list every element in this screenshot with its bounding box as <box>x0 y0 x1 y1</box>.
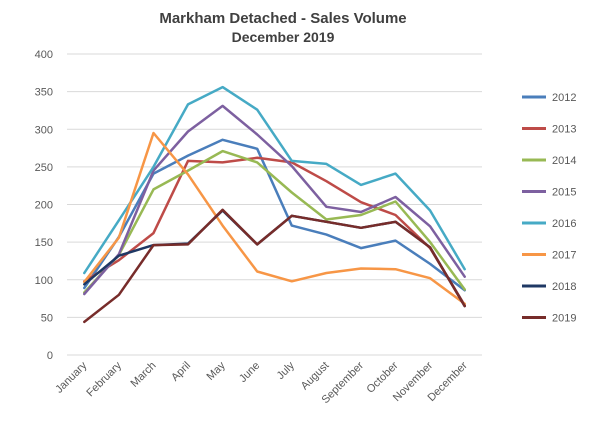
x-tick-label: March <box>128 360 158 390</box>
x-tick-label: February <box>84 359 124 399</box>
y-tick-label: 100 <box>35 275 53 287</box>
series-line-2015 <box>83 104 466 296</box>
legend-label-2018: 2018 <box>552 281 576 293</box>
y-tick-label: 200 <box>35 200 53 212</box>
y-tick-label: 400 <box>35 49 53 61</box>
y-tick-label: 150 <box>35 237 53 249</box>
series-line-2013 <box>83 156 466 307</box>
legend-label-2013: 2013 <box>552 124 576 136</box>
series-lines <box>83 85 466 324</box>
y-tick-label: 0 <box>47 350 53 362</box>
legend-label-2014: 2014 <box>552 155 576 167</box>
y-tick-label: 250 <box>35 162 53 174</box>
y-tick-label: 350 <box>35 87 53 99</box>
x-tick-label: June <box>237 360 262 385</box>
series-line-2016 <box>83 85 466 275</box>
y-tick-label: 300 <box>35 124 53 136</box>
legend-label-2017: 2017 <box>552 250 576 262</box>
y-tick-label: 50 <box>41 312 53 324</box>
x-tick-label: August <box>299 360 332 393</box>
x-tick-label: April <box>169 360 193 384</box>
x-tick-label: July <box>275 359 298 382</box>
series-line-2017 <box>83 131 466 306</box>
y-axis-ticks: 0 50 100 150 200 250 300 350 400 <box>35 49 53 362</box>
legend: 2012 2013 2014 2015 2016 2017 2018 2019 <box>522 92 576 325</box>
legend-label-2019: 2019 <box>552 313 576 325</box>
series-line-2018 <box>83 209 466 308</box>
series-line-2014 <box>83 149 466 294</box>
legend-label-2015: 2015 <box>552 187 576 199</box>
series-line-2019 <box>83 208 466 324</box>
legend-label-2012: 2012 <box>552 92 576 104</box>
chart-title: Markham Detached - Sales Volume <box>159 10 406 27</box>
x-tick-label: May <box>205 359 229 383</box>
legend-label-2016: 2016 <box>552 218 576 230</box>
chart-subtitle: December 2019 <box>232 29 335 45</box>
